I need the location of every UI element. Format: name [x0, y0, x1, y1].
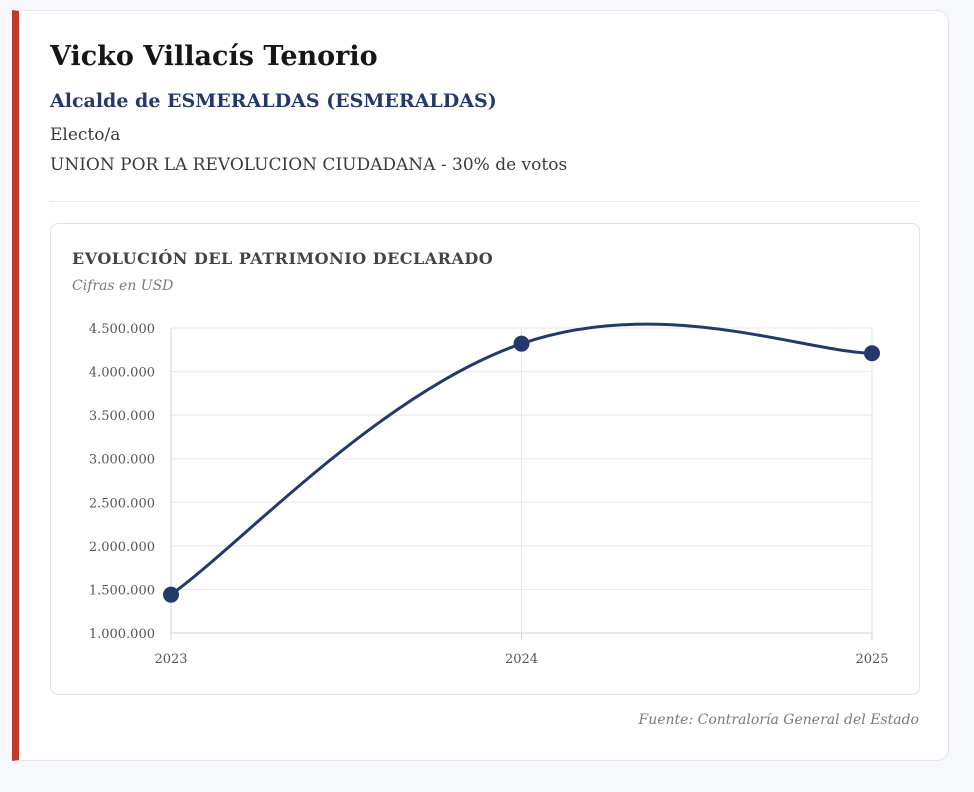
- y-tick-label: 2.000.000: [89, 540, 155, 555]
- x-tick-label: 2025: [855, 652, 888, 667]
- source-note: Fuente: Contraloría General del Estado: [638, 712, 920, 728]
- election-status: Electo/a: [50, 125, 121, 145]
- chart-subtitle: Cifras en USD: [72, 278, 174, 294]
- candidate-card: Vicko Villacís Tenorio Alcalde de ESMERA…: [12, 10, 949, 761]
- y-tick-label: 1.000.000: [89, 627, 155, 642]
- candidate-role: Alcalde de ESMERALDAS (ESMERALDAS): [50, 90, 497, 112]
- y-tick-label: 4.000.000: [89, 366, 155, 381]
- chart-container: EVOLUCIÓN DEL PATRIMONIO DECLARADO Cifra…: [50, 223, 920, 695]
- x-tick-label: 2024: [505, 652, 538, 667]
- y-tick-label: 2.500.000: [89, 496, 155, 511]
- y-tick-label: 4.500.000: [89, 322, 155, 337]
- data-point: [864, 345, 880, 362]
- y-tick-label: 3.000.000: [89, 453, 155, 468]
- data-point: [163, 586, 179, 603]
- y-tick-label: 3.500.000: [89, 409, 155, 424]
- data-point: [513, 335, 530, 352]
- x-tick-label: 2023: [154, 652, 187, 667]
- divider: [50, 201, 920, 202]
- candidate-name: Vicko Villacís Tenorio: [50, 41, 378, 72]
- chart-title: EVOLUCIÓN DEL PATRIMONIO DECLARADO: [72, 249, 494, 268]
- party-and-votes: UNION POR LA REVOLUCION CIUDADANA - 30% …: [50, 155, 568, 175]
- line-chart: 1.000.000 1.500.000 2.000.000 2.500.000 3.00…: [89, 322, 889, 667]
- y-tick-label: 1.500.000: [89, 583, 155, 598]
